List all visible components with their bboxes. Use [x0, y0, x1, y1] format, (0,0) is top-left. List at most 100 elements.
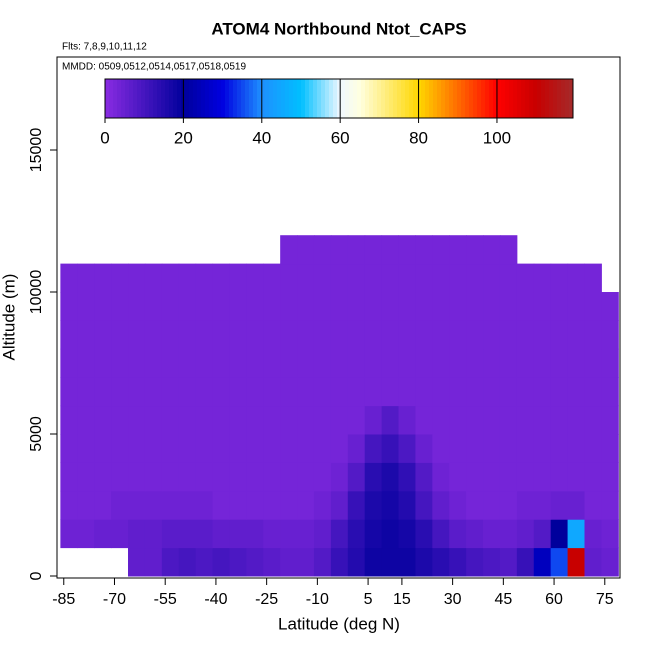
colorbar-segment: [501, 79, 506, 118]
heat-cell: [77, 519, 95, 549]
colorbar-segment: [269, 79, 274, 118]
heat-cell: [178, 405, 197, 435]
colorbar-segment: [457, 79, 462, 118]
heat-cell: [229, 320, 247, 350]
heat-cell: [364, 377, 383, 407]
heat-cell: [516, 377, 535, 407]
colorbar-segment: [365, 79, 370, 118]
heat-cell: [60, 263, 78, 293]
heat-cell: [229, 434, 247, 463]
heat-cell: [364, 235, 383, 265]
colorbar-segment: [161, 79, 166, 118]
heat-cell: [516, 462, 535, 492]
heat-cell: [432, 434, 450, 463]
colorbar-segment: [105, 79, 110, 118]
heat-cell: [398, 348, 416, 378]
heat-cell: [144, 405, 163, 435]
heat-cell: [246, 377, 264, 407]
heat-cell: [195, 434, 214, 463]
heat-cell: [398, 519, 416, 549]
heat-cell: [449, 462, 467, 492]
heat-cell: [128, 292, 146, 321]
heat-cell: [381, 263, 400, 293]
heat-cell: [499, 405, 518, 435]
colorbar-segment: [557, 79, 562, 118]
heat-cell: [111, 462, 129, 492]
chart-title: ATOM4 Northbound Ntot_CAPS: [211, 19, 466, 38]
heat-cell: [364, 320, 383, 350]
heat-cell: [499, 547, 518, 577]
heat-cell: [297, 434, 315, 463]
heat-cell: [584, 320, 602, 350]
heat-cell: [246, 405, 264, 435]
colorbar-segment: [421, 79, 426, 118]
heat-cell: [550, 434, 569, 463]
heat-cell: [584, 292, 602, 321]
heat-cell: [516, 519, 535, 549]
x-tick-label: 60: [545, 591, 563, 608]
heat-cell: [94, 320, 112, 350]
heat-cell: [94, 434, 112, 463]
heat-cell: [499, 320, 518, 350]
heat-cell: [584, 377, 602, 407]
heat-cell: [432, 320, 450, 350]
heat-cell: [415, 519, 433, 549]
heat-cell: [415, 462, 433, 492]
heat-cell: [263, 348, 281, 378]
heat-cell: [212, 292, 230, 321]
heat-cell: [246, 490, 264, 520]
heat-cell: [415, 320, 433, 350]
heat-cell: [111, 292, 129, 321]
heat-cell: [415, 235, 433, 265]
heat-cell: [229, 462, 247, 492]
heat-cell: [449, 490, 467, 520]
heat-cell: [161, 377, 180, 407]
y-tick-label: 10000: [28, 270, 45, 315]
heat-cell: [263, 462, 281, 492]
heat-cell: [466, 405, 484, 435]
heat-cell: [364, 547, 383, 577]
heat-cell: [297, 320, 315, 350]
colorbar-segment: [469, 79, 474, 118]
heat-cell: [229, 348, 247, 378]
heat-cell: [178, 377, 197, 407]
heat-cell: [94, 405, 112, 435]
colorbar-segment: [345, 79, 350, 118]
heat-cell: [550, 547, 569, 577]
heat-cell: [499, 235, 518, 265]
heat-cell: [212, 377, 230, 407]
heat-cell: [516, 490, 535, 520]
heat-cell: [567, 348, 585, 378]
heat-cell: [483, 348, 501, 378]
colorbar-segment: [125, 79, 130, 118]
heat-cell: [415, 377, 433, 407]
colorbar-segment: [449, 79, 454, 118]
heat-cell: [212, 490, 230, 520]
colorbar-segment: [117, 79, 122, 118]
heat-cell: [313, 320, 332, 350]
heat-cell: [313, 235, 332, 265]
heat-cell: [178, 320, 197, 350]
heat-cell: [584, 405, 602, 435]
heat-cell: [601, 434, 619, 463]
heat-cell: [449, 547, 467, 577]
heat-cell: [280, 292, 298, 321]
heat-cell: [415, 292, 433, 321]
heat-cell: [466, 292, 484, 321]
heat-cell: [60, 519, 78, 549]
heat-cell: [567, 263, 585, 293]
heat-cell: [330, 292, 349, 321]
colorbar-segment: [309, 79, 314, 118]
colorbar-tick-label: 80: [409, 128, 428, 147]
heat-cell: [499, 434, 518, 463]
heat-cell: [499, 490, 518, 520]
x-tick-label: -10: [306, 591, 329, 608]
heat-cell: [432, 348, 450, 378]
heat-cell: [567, 377, 585, 407]
heat-cell: [449, 519, 467, 549]
heat-cell: [77, 377, 95, 407]
heat-cell: [229, 405, 247, 435]
colorbar-segment: [357, 79, 362, 118]
heat-cell: [94, 292, 112, 321]
y-axis-label: Altitude (m): [0, 274, 18, 361]
